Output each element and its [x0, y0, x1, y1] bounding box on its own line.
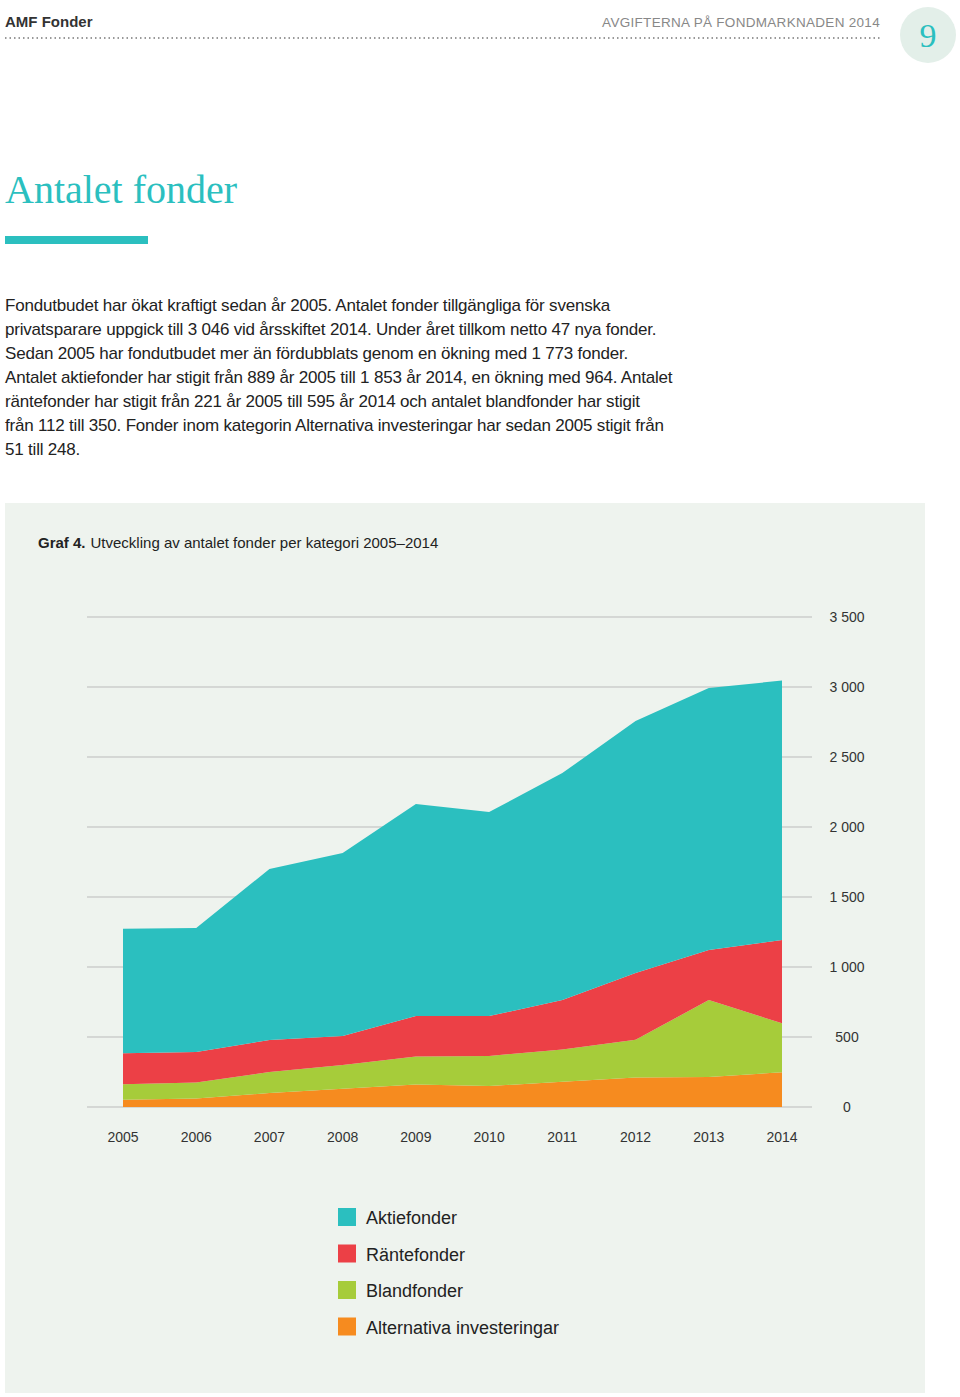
chart-panel: [5, 503, 925, 1393]
grid-line: [87, 617, 812, 618]
x-tick-label: 2006: [181, 1129, 212, 1145]
grid-line: [87, 687, 812, 688]
x-tick-label: 2013: [693, 1129, 724, 1145]
y-tick-label: 3 500: [829, 609, 864, 625]
body-text: privatsparare uppgick till 3 046 vid års…: [5, 320, 656, 339]
legend-swatch: [338, 1318, 356, 1336]
legend-label: Aktiefonder: [366, 1208, 457, 1228]
legend-label: Räntefonder: [366, 1245, 465, 1265]
page: AMF Fonder AVGIFTERNA PÅ FONDMARKNADEN 20…: [0, 0, 960, 1397]
x-tick-label: 2007: [254, 1129, 285, 1145]
legend-label: Alternativa investeringar: [366, 1318, 559, 1338]
body-text: från 112 till 350. Fonder inom kategorin…: [5, 416, 664, 435]
x-tick-label: 2005: [107, 1129, 138, 1145]
plot-area: [123, 681, 782, 1107]
x-tick-label: 2009: [400, 1129, 431, 1145]
header-left: AMF Fonder: [5, 13, 93, 30]
body-text: 51 till 248.: [5, 440, 80, 459]
chart-title-text: Utveckling av antalet fonder per kategor…: [91, 534, 439, 551]
body-text: Antalet aktiefonder har stigit från 889 …: [5, 368, 673, 387]
page-badge: [900, 7, 956, 63]
y-tick-label: 1 500: [829, 889, 864, 905]
x-tick-label: 2012: [620, 1129, 651, 1145]
title-bar: [5, 236, 148, 244]
y-tick-label: 3 000: [829, 679, 864, 695]
graph-label: Graf 4.: [38, 534, 86, 551]
body-text: Fondutbudet har ökat kraftigt sedan år 2…: [5, 296, 611, 315]
x-tick-label: 2011: [547, 1129, 577, 1145]
header-rule: [5, 37, 880, 39]
legend-label: Blandfonder: [366, 1281, 463, 1301]
legend-swatch: [338, 1245, 356, 1263]
x-tick-label: 2008: [327, 1129, 358, 1145]
chart-title: Graf 4. Utveckling av antalet fonder per …: [38, 534, 438, 551]
x-tick-label: 2010: [474, 1129, 505, 1145]
y-tick-label: 2 000: [829, 819, 864, 835]
y-tick-label: 500: [835, 1029, 859, 1045]
header-right: AVGIFTERNA PÅ FONDMARKNADEN 2014: [602, 15, 880, 30]
x-tick-label: 2014: [766, 1129, 797, 1145]
legend-swatch: [338, 1208, 356, 1226]
page-number: 9: [920, 17, 937, 54]
body-text: räntefonder har stigit från 221 år 2005 …: [5, 392, 640, 411]
area: [123, 681, 782, 1054]
y-tick-label: 2 500: [829, 749, 864, 765]
page-title: Antalet fonder: [5, 167, 237, 212]
y-tick-label: 0: [843, 1099, 851, 1115]
legend-swatch: [338, 1281, 356, 1299]
y-tick-label: 1 000: [829, 959, 864, 975]
body-text: Sedan 2005 har fondutbudet mer än fördub…: [5, 344, 628, 363]
